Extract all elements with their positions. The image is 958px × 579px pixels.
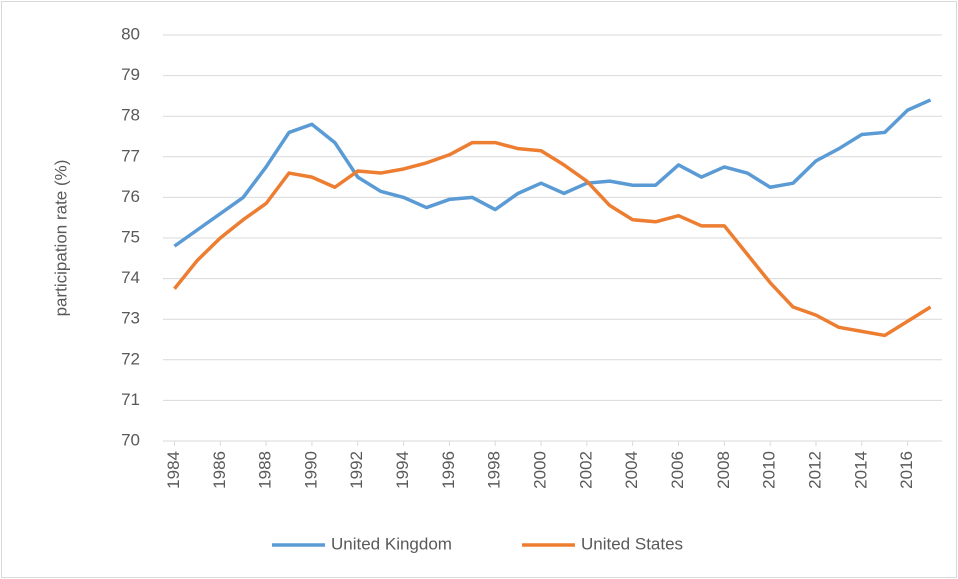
x-tick-label: 1986 (210, 451, 229, 489)
line-series (173, 140, 932, 338)
x-tick-label: 2016 (897, 451, 916, 489)
y-tick-label: 71 (121, 390, 140, 409)
x-tick-label: 2004 (622, 451, 641, 489)
x-tick-label: 2000 (531, 451, 550, 489)
y-tick-label: 70 (121, 430, 140, 449)
legend-label: United States (581, 534, 683, 553)
x-tick-label: 2006 (668, 451, 687, 489)
x-tick-label: 2014 (851, 451, 870, 489)
x-tick-label: 1994 (393, 451, 412, 489)
x-tick-label: 1984 (164, 451, 183, 489)
legend-label: United Kingdom (331, 534, 452, 553)
y-tick-label: 80 (121, 24, 140, 43)
y-tick-label: 74 (121, 268, 140, 287)
y-axis-label: participation rate (%) (51, 160, 70, 317)
y-tick-label: 77 (121, 146, 140, 165)
y-tick-label: 79 (121, 65, 140, 84)
y-tick-label: 76 (121, 187, 140, 206)
x-tick-label: 2002 (576, 451, 595, 489)
x-tick-label: 2008 (714, 451, 733, 489)
x-tick-label: 1992 (347, 451, 366, 489)
x-tick-label: 1990 (301, 451, 320, 489)
x-tick-label: 2012 (805, 451, 824, 489)
x-tick-label: 1998 (485, 451, 504, 489)
x-tick-label: 1996 (439, 451, 458, 489)
x-tick-label: 2010 (760, 451, 779, 489)
x-tick-label: 1988 (256, 451, 275, 489)
y-tick-label: 78 (121, 106, 140, 125)
y-tick-label: 75 (121, 227, 140, 246)
y-tick-label: 72 (121, 349, 140, 368)
line-series (173, 98, 932, 248)
y-tick-label: 73 (121, 309, 140, 328)
